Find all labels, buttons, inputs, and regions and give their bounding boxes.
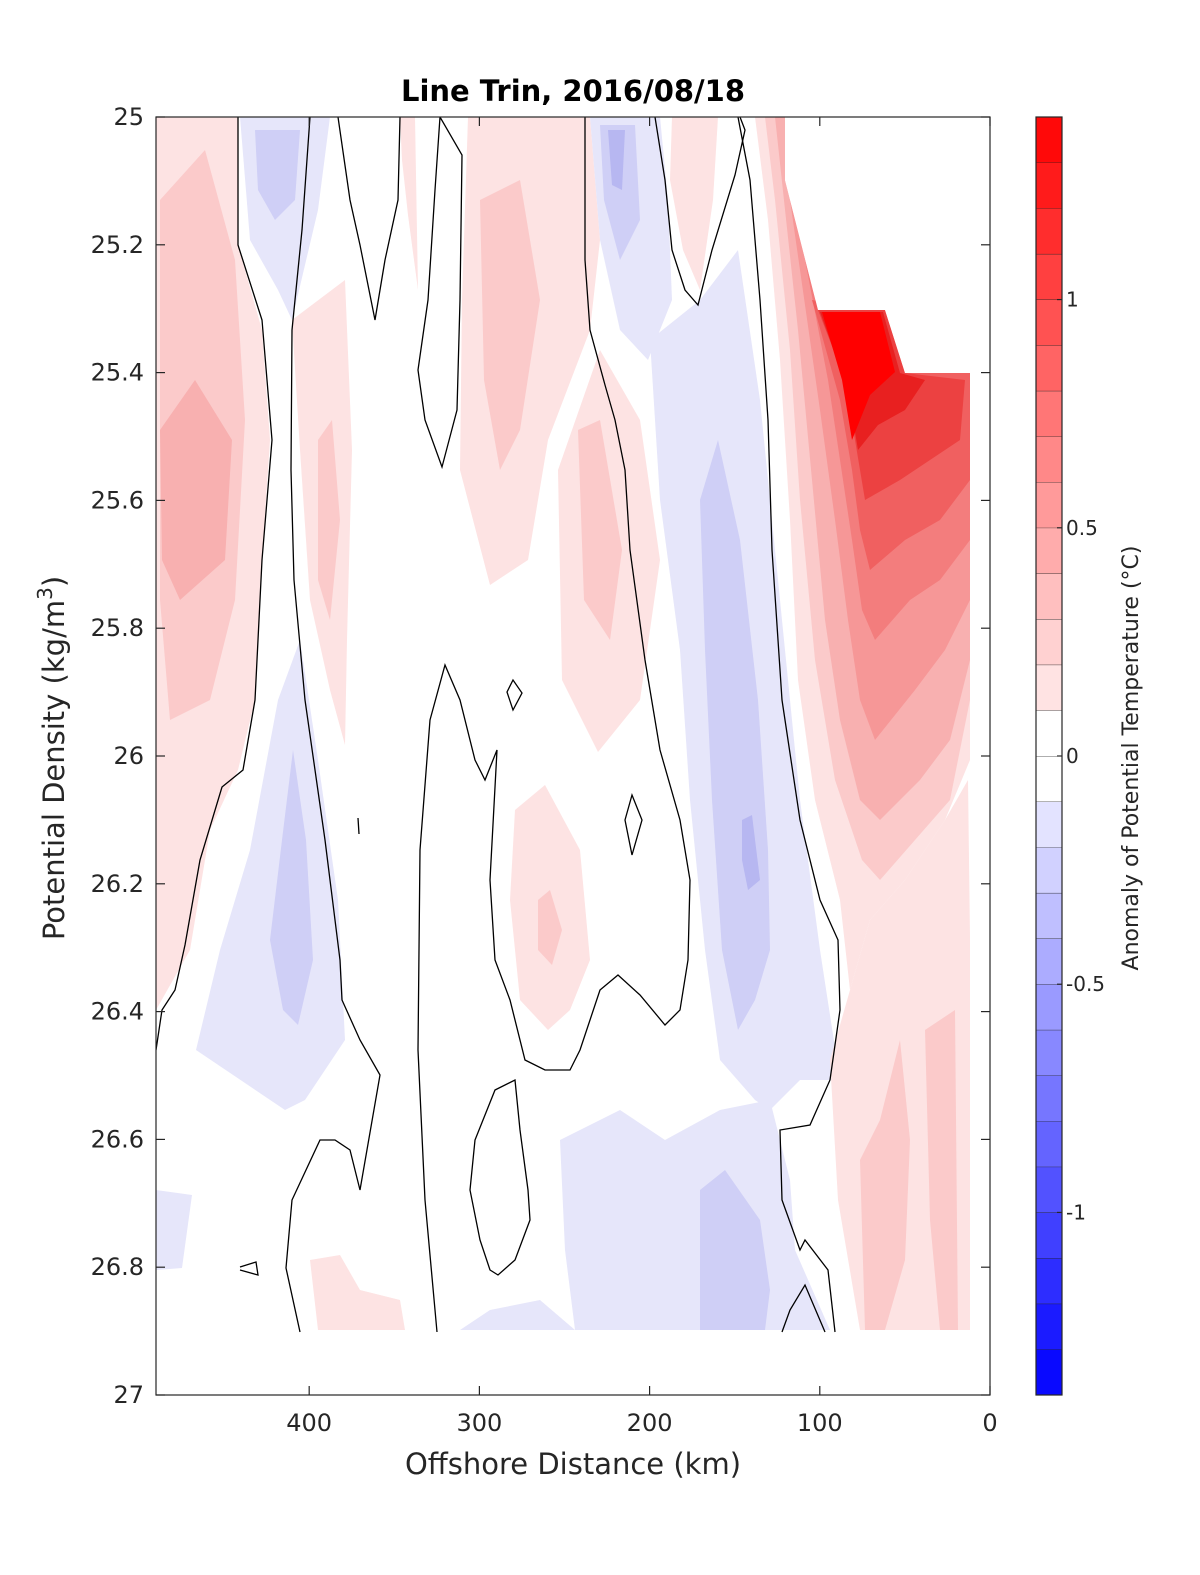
y-axis-label: Potential Density (kg/m3) [33,576,71,940]
colorbar-swatch [1036,345,1062,391]
colorbar-ticks: 1 0.5 0 -0.5 -1 [1057,288,1105,1224]
colorbar-swatch [1036,117,1062,163]
y-tick-label: 26 [113,742,144,770]
warm-region-255km-core [538,890,562,965]
colorbar-swatch [1036,892,1062,939]
y-tick-label: 27 [113,1381,144,1409]
cold-region-215km-upper-core [600,125,640,260]
warm-region-deep-bottom-left [310,1255,405,1330]
colorbar [1036,116,1062,1395]
colorbar-swatch [1036,482,1062,528]
colorbar-swatch [1036,710,1062,756]
contour-line [417,117,463,470]
colorbar-tick-label: -0.5 [1066,972,1105,996]
colorbar-swatch [1036,299,1062,346]
cold-region-offshore-deep [156,1190,192,1270]
warm-region-330km-core [318,420,340,620]
colorbar-tick-label: 0 [1066,744,1079,768]
contour-line [417,117,691,1333]
colorbar-swatch [1036,1075,1062,1122]
contour-line [337,117,401,321]
colorbar-tick-label: -1 [1066,1200,1086,1224]
y-tick-label: 25.6 [91,486,144,514]
contour-line [781,1283,826,1333]
colorbar-swatch [1036,1349,1062,1395]
colorbar-tick-label: 1 [1066,288,1079,312]
warm-region-220km-core [578,420,622,640]
colorbar-swatch [1036,664,1062,711]
y-tick-label: 26.6 [91,1125,144,1153]
y-tick-label: 26.4 [91,998,144,1026]
colorbar-swatch [1036,1212,1062,1259]
colorbar-swatch [1036,1121,1062,1167]
warm-region-280km-core [480,180,540,470]
colorbar-swatch [1036,756,1062,802]
colorbar-swatch [1036,847,1062,893]
warm-region-coastal-core [822,312,895,440]
colorbar-tick-label: 0.5 [1066,516,1098,540]
cold-region-400km-lower-core [270,750,313,1025]
x-tick-label: 300 [456,1409,502,1437]
contour-line [156,117,273,1051]
y-tick-label: 26.8 [91,1253,144,1281]
contour-line [285,117,381,1333]
y-tick-label: 25 [113,103,144,131]
contour-line [357,817,360,835]
warm-region-offshore-edge-core [160,380,232,600]
colorbar-swatch [1036,801,1062,848]
warm-region-300km [400,117,418,290]
y-tick-label: 25.4 [91,359,144,387]
cold-region-400km-upper-core [255,130,300,220]
zero-contours [156,117,841,1333]
x-axis-label: Offshore Distance (km) [405,1447,741,1481]
colorbar-swatch [1036,619,1062,665]
contour-line [654,117,746,307]
colorbar-swatch [1036,1303,1062,1350]
contour-line [737,117,841,1333]
contour-line [624,792,643,856]
x-tick-label: 200 [627,1409,673,1437]
cold-region-215km-upper-deep [608,130,625,190]
y-axis: 25 25.2 25.4 25.6 25.8 26 26.2 26.4 26.6 26.8 27 [91,103,990,1409]
contour-line [506,678,523,712]
warm-region-170km [670,117,718,290]
colorbar-swatch [1036,1166,1062,1213]
warm-region-coastal-deep-core [860,1040,910,1330]
colorbar-swatch [1036,1029,1062,1076]
colorbar-swatch [1036,1258,1062,1304]
contour-line [239,1261,259,1276]
colorbar-swatch [1036,162,1062,209]
no-data-upper-right [785,117,990,373]
cold-region-deep-bottom-mid [460,1300,575,1330]
cold-region-140km-deep [742,815,760,890]
y-tick-label: 25.8 [91,614,144,642]
cold-region-deep-bottom-core [700,1170,770,1330]
x-tick-label: 400 [286,1409,332,1437]
colorbar-swatch [1036,984,1062,1030]
colorbar-swatch [1036,253,1062,300]
y-tick-label: 26.2 [91,870,144,898]
colorbar-label: Anomaly of Potential Temperature (°C) [1119,546,1144,971]
y-tick-label: 25.2 [91,231,144,259]
x-axis: 400 300 200 100 0 [286,117,998,1437]
contour-line [469,1078,531,1276]
no-data-bottom [156,1332,990,1395]
cold-region-400km-lower [196,640,345,1110]
colorbar-swatch [1036,938,1062,985]
colorbar-swatch [1036,573,1062,620]
colorbar-swatch [1036,208,1062,254]
warm-region-coastal-deep-core2 [925,1010,958,1330]
x-tick-label: 100 [797,1409,843,1437]
colorbar-swatch [1036,436,1062,483]
colorbar-swatch [1036,527,1062,574]
colorbar-swatch [1036,390,1062,437]
anomaly-field [156,117,990,1395]
x-tick-label: 0 [982,1409,997,1437]
chart-title: Line Trin, 2016/08/18 [401,74,745,108]
